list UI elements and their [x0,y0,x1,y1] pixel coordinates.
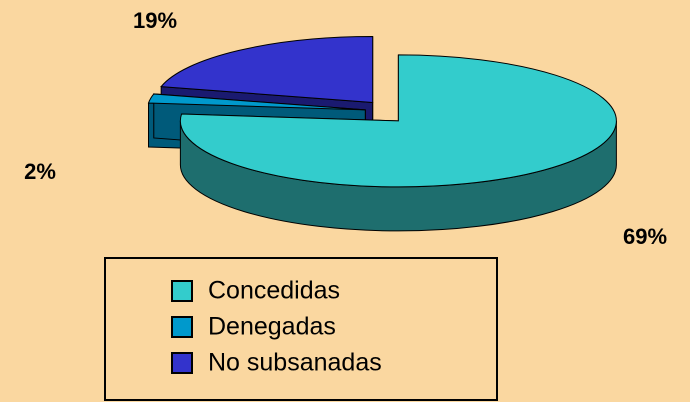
slice [160,36,374,104]
legend-swatch [171,280,193,302]
data-label: 2% [24,159,56,184]
legend: Concedidas Denegadas No subsanadas [171,277,382,377]
legend-label: Concedidas [208,277,340,305]
legend-box [104,257,498,401]
data-label: 19% [133,8,177,33]
legend-label: Denegadas [208,313,336,341]
legend-swatch [171,316,193,338]
legend-label: No subsanadas [208,349,382,377]
slice [147,93,366,111]
pie [147,36,617,232]
slice [179,54,617,188]
data-label: 69% [623,224,667,249]
legend-swatch [171,352,193,374]
